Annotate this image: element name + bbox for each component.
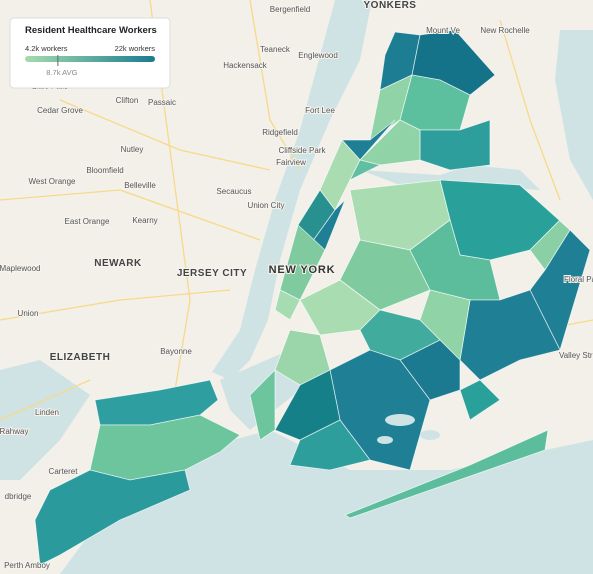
- place-label: Bayonne: [160, 347, 192, 356]
- place-label: Kearny: [132, 216, 157, 225]
- place-label: Floral Pa: [564, 275, 593, 284]
- legend-box: [9, 17, 171, 89]
- place-label: Englewood: [298, 51, 338, 60]
- place-label: Perth Amboy: [4, 561, 50, 570]
- place-label: Maplewood: [0, 264, 40, 273]
- legend-avg-label: 8.7k AVG: [46, 68, 77, 77]
- bay-islands: [377, 414, 440, 444]
- place-label: Cedar Grove: [37, 106, 83, 115]
- legend-min-label: 4.2k workers: [25, 44, 68, 53]
- legend-gradient: [25, 56, 155, 62]
- place-label: West Orange: [29, 177, 77, 186]
- place-label: JERSEY CITY: [177, 268, 247, 279]
- place-label: Valley Stre: [559, 351, 593, 360]
- place-label: New Rochelle: [480, 26, 530, 35]
- place-label: dbridge: [5, 492, 32, 501]
- place-label: Clifton: [116, 96, 139, 105]
- place-label: NEW YORK: [269, 264, 336, 276]
- place-label: Union: [18, 309, 39, 318]
- place-label: YONKERS: [364, 0, 417, 11]
- place-label: Teaneck: [260, 45, 291, 54]
- legend-max-label: 22k workers: [115, 44, 156, 53]
- place-label: Hackensack: [223, 61, 268, 70]
- legend: Resident Healthcare Workers 4.2k workers…: [9, 17, 171, 89]
- place-label: ELIZABETH: [50, 352, 111, 363]
- place-label: East Orange: [65, 217, 110, 226]
- choropleth: [34, 29, 591, 566]
- place-label: Passaic: [148, 98, 176, 107]
- place-label: Cliffside Park: [279, 146, 327, 155]
- place-label: Union City: [248, 201, 285, 210]
- place-label: Ridgefield: [262, 128, 298, 137]
- place-label: Rahway: [0, 427, 28, 436]
- place-label: Mount Ve: [426, 26, 460, 35]
- place-label: NEWARK: [94, 258, 142, 269]
- place-label: Bergenfield: [270, 5, 310, 14]
- place-label: Linden: [35, 408, 59, 417]
- place-label: Fairview: [276, 158, 306, 167]
- legend-title: Resident Healthcare Workers: [25, 25, 157, 36]
- place-label: Belleville: [124, 181, 156, 190]
- place-label: Fort Lee: [305, 106, 335, 115]
- place-label: Carteret: [49, 467, 79, 476]
- place-label: Nutley: [121, 145, 144, 154]
- place-label: Bloomfield: [86, 166, 123, 175]
- place-label: Secaucus: [216, 187, 251, 196]
